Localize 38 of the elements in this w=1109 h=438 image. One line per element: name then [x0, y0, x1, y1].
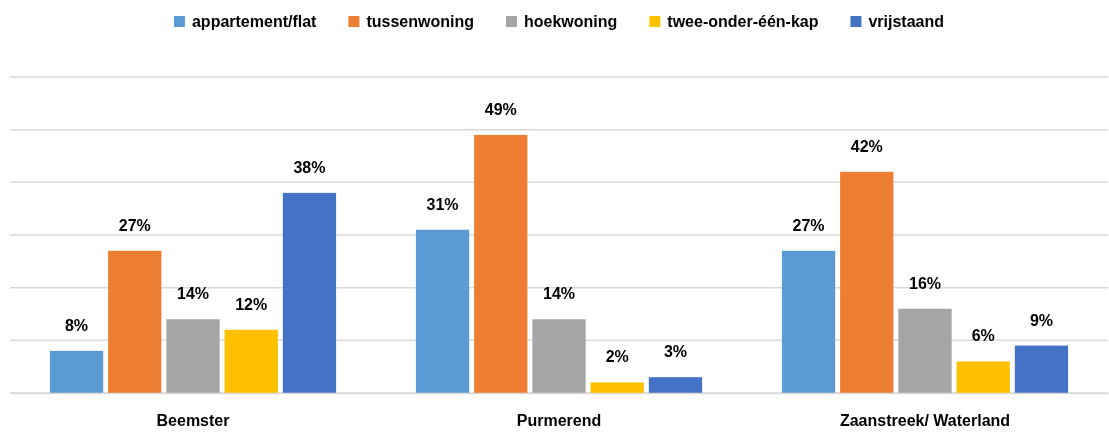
legend-label: hoekwoning	[523, 13, 618, 30]
data-label: 14%	[176, 285, 210, 303]
data-label: 42%	[850, 137, 883, 155]
bar	[49, 350, 104, 393]
data-label: 38%	[293, 158, 326, 176]
legend-label: tussenwoning	[366, 13, 474, 30]
bar	[956, 361, 1010, 393]
bar	[648, 377, 703, 393]
bar	[532, 319, 586, 393]
bar	[108, 250, 162, 393]
data-label: 27%	[118, 216, 151, 234]
x-tick-label: Beemster	[156, 412, 230, 430]
data-label: 31%	[426, 195, 459, 213]
x-tick-label: Purmerend	[516, 412, 602, 430]
legend-label: appartement/flat	[191, 13, 318, 30]
bar	[590, 382, 644, 393]
data-label: 9%	[1029, 311, 1054, 329]
bar	[224, 329, 278, 393]
bar	[840, 171, 894, 393]
data-label: 6%	[971, 327, 995, 345]
data-label: 2%	[605, 348, 629, 366]
data-label: 16%	[908, 274, 942, 292]
bar	[282, 192, 337, 393]
legend-label: vrijstaand	[868, 13, 945, 30]
data-label: 27%	[792, 216, 825, 234]
data-label: 3%	[663, 343, 688, 361]
legend-label: twee-onder-één-kap	[667, 13, 819, 30]
bar	[474, 134, 528, 393]
bar	[781, 250, 836, 393]
data-label: 49%	[484, 100, 517, 118]
data-label: 8%	[64, 316, 89, 334]
bar	[1014, 345, 1069, 393]
bar	[898, 308, 952, 393]
x-tick-label: Zaanstreek/ Waterland	[839, 412, 1011, 430]
bar	[166, 319, 220, 393]
data-label: 12%	[235, 295, 268, 313]
data-label: 14%	[542, 285, 576, 303]
bar	[415, 229, 470, 393]
